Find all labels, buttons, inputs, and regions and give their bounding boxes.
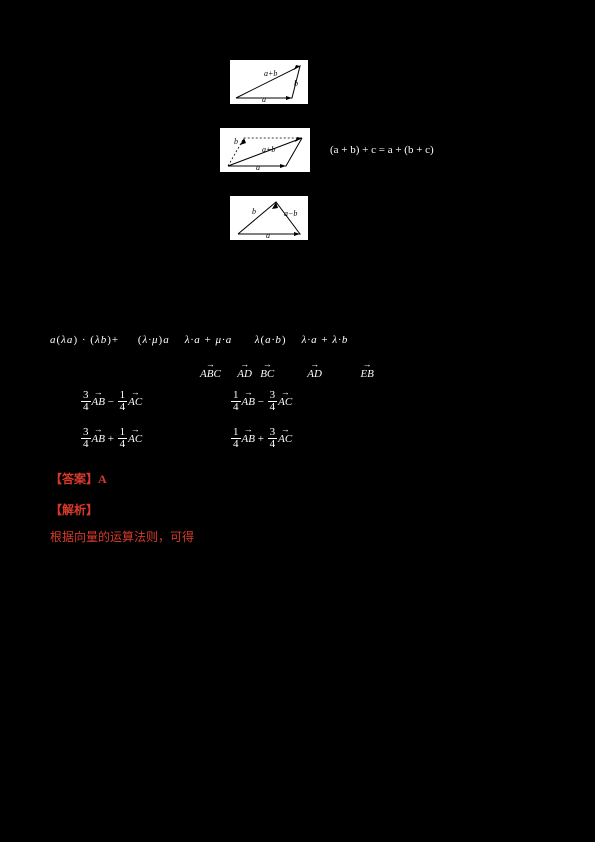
option-b: 14 AB − 34 AC [230,390,360,413]
optA-op: − [108,396,114,408]
fig2-box: b a+b a [220,128,310,172]
stem-ad2: AD [307,368,322,380]
analysis-text: 根据向量的运算法则，可得 [50,528,545,545]
fig1-label-top: a+b [264,69,277,78]
optD-d2: 4 [268,439,278,450]
optC-v2: AC [128,433,142,445]
optC-v1: AB [92,433,105,445]
figure-triangle-law: a+b b a [230,60,545,104]
optB-v1: AB [242,396,255,408]
optA-v2: AC [128,396,142,408]
option-d: 14 AB + 34 AC [230,427,360,450]
optB-d1: 4 [231,402,241,413]
optB-d2: 4 [268,402,278,413]
fig1-svg: a+b b a [230,60,308,104]
fig3-box: b a−b a [230,196,308,240]
optA-d1: 4 [81,402,91,413]
optD-d1: 4 [231,439,241,450]
stem-abc: ABC [200,368,221,380]
optC-op: + [108,433,114,445]
optB-v2: AC [278,396,292,408]
optD-op: + [258,433,264,445]
fig1-label-right: b [294,79,298,88]
question-stem: ABC AD BC AD EB [200,368,545,380]
option-a: 34 AB − 14 AC [80,390,210,413]
figure-subtraction: b a−b a [230,196,545,240]
fig3-label-right: a−b [284,209,297,218]
stem-ad1: AD [237,368,252,380]
fig2-label-b: b [234,137,238,146]
scalar-mult-properties: a(λa) · (λb)+ (λ·μ)a λ·a + μ·a λ(a·b) λ·… [50,334,545,346]
optA-d2: 4 [118,402,128,413]
optA-v1: AB [92,396,105,408]
gap [50,248,545,328]
optC-d2: 4 [118,439,128,450]
fig2-label-diag: a+b [262,145,275,154]
fig2-caption: (a + b) + c = a + (b + c) [330,144,434,156]
fig2-label-bottom: a [256,163,260,172]
optD-v2: AC [278,433,292,445]
optD-v1: AB [242,433,255,445]
stem-eb: EB [360,368,373,380]
answer-label: 【答案】A [50,470,545,487]
figure-parallelogram-law: b a+b a (a + b) + c = a + (b + c) [220,128,545,172]
stem-bc: BC [260,368,274,380]
fig3-svg: b a−b a [230,196,308,240]
fig1-label-bottom: a [262,95,266,104]
fig1-box: a+b b a [230,60,308,104]
optC-d1: 4 [81,439,91,450]
analysis-label: 【解析】 [50,501,545,518]
option-c: 34 AB + 14 AC [80,427,210,450]
fig2-svg: b a+b a [220,128,310,172]
fig3-label-bottom: a [266,231,270,240]
options-grid: 34 AB − 14 AC 14 AB − 34 AC 34 AB + 14 A… [80,390,545,450]
optB-op: − [258,396,264,408]
fig3-label-left: b [252,207,256,216]
